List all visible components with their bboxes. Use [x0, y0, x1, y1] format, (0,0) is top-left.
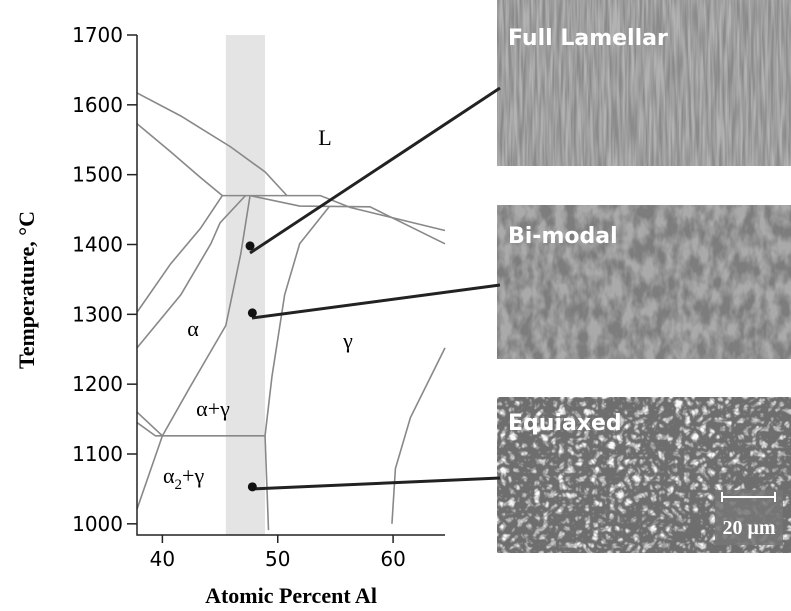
- phase-boundary: [265, 206, 330, 530]
- phase-label: α2+γ: [163, 463, 204, 493]
- phase-label: α+γ: [196, 396, 230, 421]
- phase-label: α: [187, 316, 199, 341]
- phase-boundary: [137, 196, 222, 313]
- x-tick-label: 60: [380, 547, 405, 571]
- y-tick-label: 1400: [72, 232, 123, 256]
- figure: 1000 1100 1200 1300 1400 1500 1600 1700 40 50 60 T…: [0, 0, 791, 611]
- phase-label: γ: [342, 328, 353, 353]
- y-tick-label: 1200: [72, 372, 123, 396]
- y-tick-label: 1100: [72, 442, 123, 466]
- phase-label-sub: 2: [175, 477, 183, 493]
- scale-bar-label: 20 μm: [723, 517, 776, 539]
- micrograph-title: Full Lamellar: [508, 26, 668, 51]
- point: [248, 482, 257, 491]
- micrograph: Bi-modal: [497, 205, 791, 359]
- phase-label: L: [318, 125, 331, 150]
- y-axis-label: Temperature, °C: [14, 211, 39, 369]
- micrograph: Equiaxed 20 μm: [497, 397, 791, 553]
- x-tick-label: 40: [150, 547, 175, 571]
- point: [248, 308, 257, 317]
- phase-label-base: α: [163, 463, 175, 488]
- y-tick-label: 1000: [72, 512, 123, 536]
- connectors: [250, 88, 500, 489]
- micrograph-title: Bi-modal: [508, 224, 618, 249]
- x-axis-label: Atomic Percent Al: [205, 583, 377, 608]
- phase-label-rest: +γ: [182, 463, 204, 488]
- point: [246, 241, 255, 250]
- y-tick-label: 1300: [72, 302, 123, 326]
- axes: [137, 35, 445, 535]
- micrograph: Full Lamellar: [497, 0, 791, 166]
- phase-boundary: [392, 348, 445, 524]
- phase-boundary: [137, 436, 162, 509]
- micrograph-title: Equiaxed: [508, 411, 622, 436]
- y-tick-label: 1500: [72, 163, 123, 187]
- highlight-band: [226, 35, 265, 535]
- phase-boundary: [250, 196, 445, 244]
- x-tick-label: 50: [265, 547, 290, 571]
- y-tick-label: 1700: [72, 23, 123, 47]
- y-tick-label: 1600: [72, 93, 123, 117]
